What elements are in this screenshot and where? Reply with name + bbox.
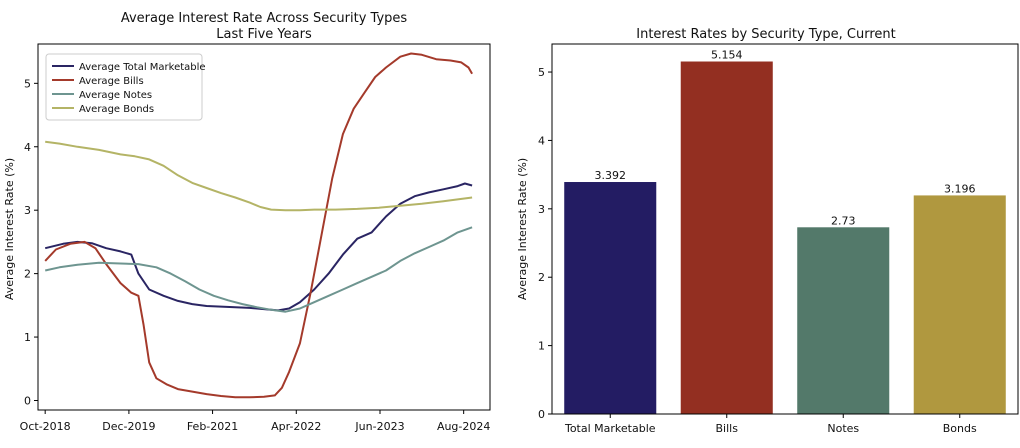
legend-label-bonds: Average Bonds xyxy=(79,104,154,115)
bar-chart: Interest Rates by Security Type, Current… xyxy=(516,27,1019,435)
bar-ytick-label: 0 xyxy=(538,408,545,421)
bar-ytick-label: 3 xyxy=(538,203,545,216)
bar-chart-frame xyxy=(551,43,1019,415)
line-xtick-label: Feb-2021 xyxy=(187,420,238,433)
bar-category-label: Notes xyxy=(827,422,859,435)
bar-category-label: Total Marketable xyxy=(564,422,656,435)
series-line-bonds xyxy=(45,140,473,212)
line-xtick-label: Jun-2023 xyxy=(354,420,404,433)
bar-bonds xyxy=(913,195,1006,414)
line-chart-legend: Average Total Marketable Average Bills A… xyxy=(45,53,206,121)
line-xtick-label: Aug-2024 xyxy=(437,420,490,433)
bar-value-label: 3.392 xyxy=(595,169,627,182)
series-line-total xyxy=(44,182,473,312)
bar-chart-title: Interest Rates by Security Type, Current xyxy=(636,27,896,42)
bar-notes xyxy=(797,227,890,414)
line-ytick-label: 4 xyxy=(24,141,31,154)
line-ytick-label: 3 xyxy=(24,204,31,217)
line-xtick-label: Oct-2018 xyxy=(20,420,71,433)
legend-box xyxy=(45,53,203,121)
line-xtick-label: Dec-2019 xyxy=(102,420,155,433)
bar-ytick-label: 4 xyxy=(538,134,545,147)
bar-category-label: Bonds xyxy=(943,422,977,435)
line-ytick-label: 1 xyxy=(24,331,31,344)
line-ytick-label: 5 xyxy=(24,77,31,90)
line-chart-title: Average Interest Rate Across Security Ty… xyxy=(121,11,408,26)
series-line-bills xyxy=(44,52,473,399)
line-ytick-label: 0 xyxy=(24,394,31,407)
line-xtick-label: Apr-2022 xyxy=(271,420,321,433)
line-chart-subtitle: Last Five Years xyxy=(216,27,312,42)
line-chart: Average Interest Rate Across Security Ty… xyxy=(3,11,491,433)
bar-ytick-label: 1 xyxy=(538,340,545,353)
line-chart-ylabel: Average Interest Rate (%) xyxy=(3,158,16,300)
legend-label-notes: Average Notes xyxy=(79,90,152,101)
bar-value-label: 3.196 xyxy=(944,182,976,195)
bar-total xyxy=(564,182,657,414)
line-chart-frame xyxy=(37,43,491,411)
bar-chart-ylabel: Average Interest Rate (%) xyxy=(516,158,529,300)
bar-bills xyxy=(680,61,773,415)
line-ytick-label: 2 xyxy=(24,268,31,281)
bar-ytick-label: 2 xyxy=(538,271,545,284)
bar-value-label: 5.154 xyxy=(711,49,743,62)
bar-ytick-label: 5 xyxy=(538,66,545,79)
bar-value-label: 2.73 xyxy=(831,214,856,227)
bar-category-label: Bills xyxy=(716,422,739,435)
legend-label-total: Average Total Marketable xyxy=(79,62,206,73)
legend-label-bills: Average Bills xyxy=(79,76,144,87)
series-line-notes xyxy=(44,226,473,313)
